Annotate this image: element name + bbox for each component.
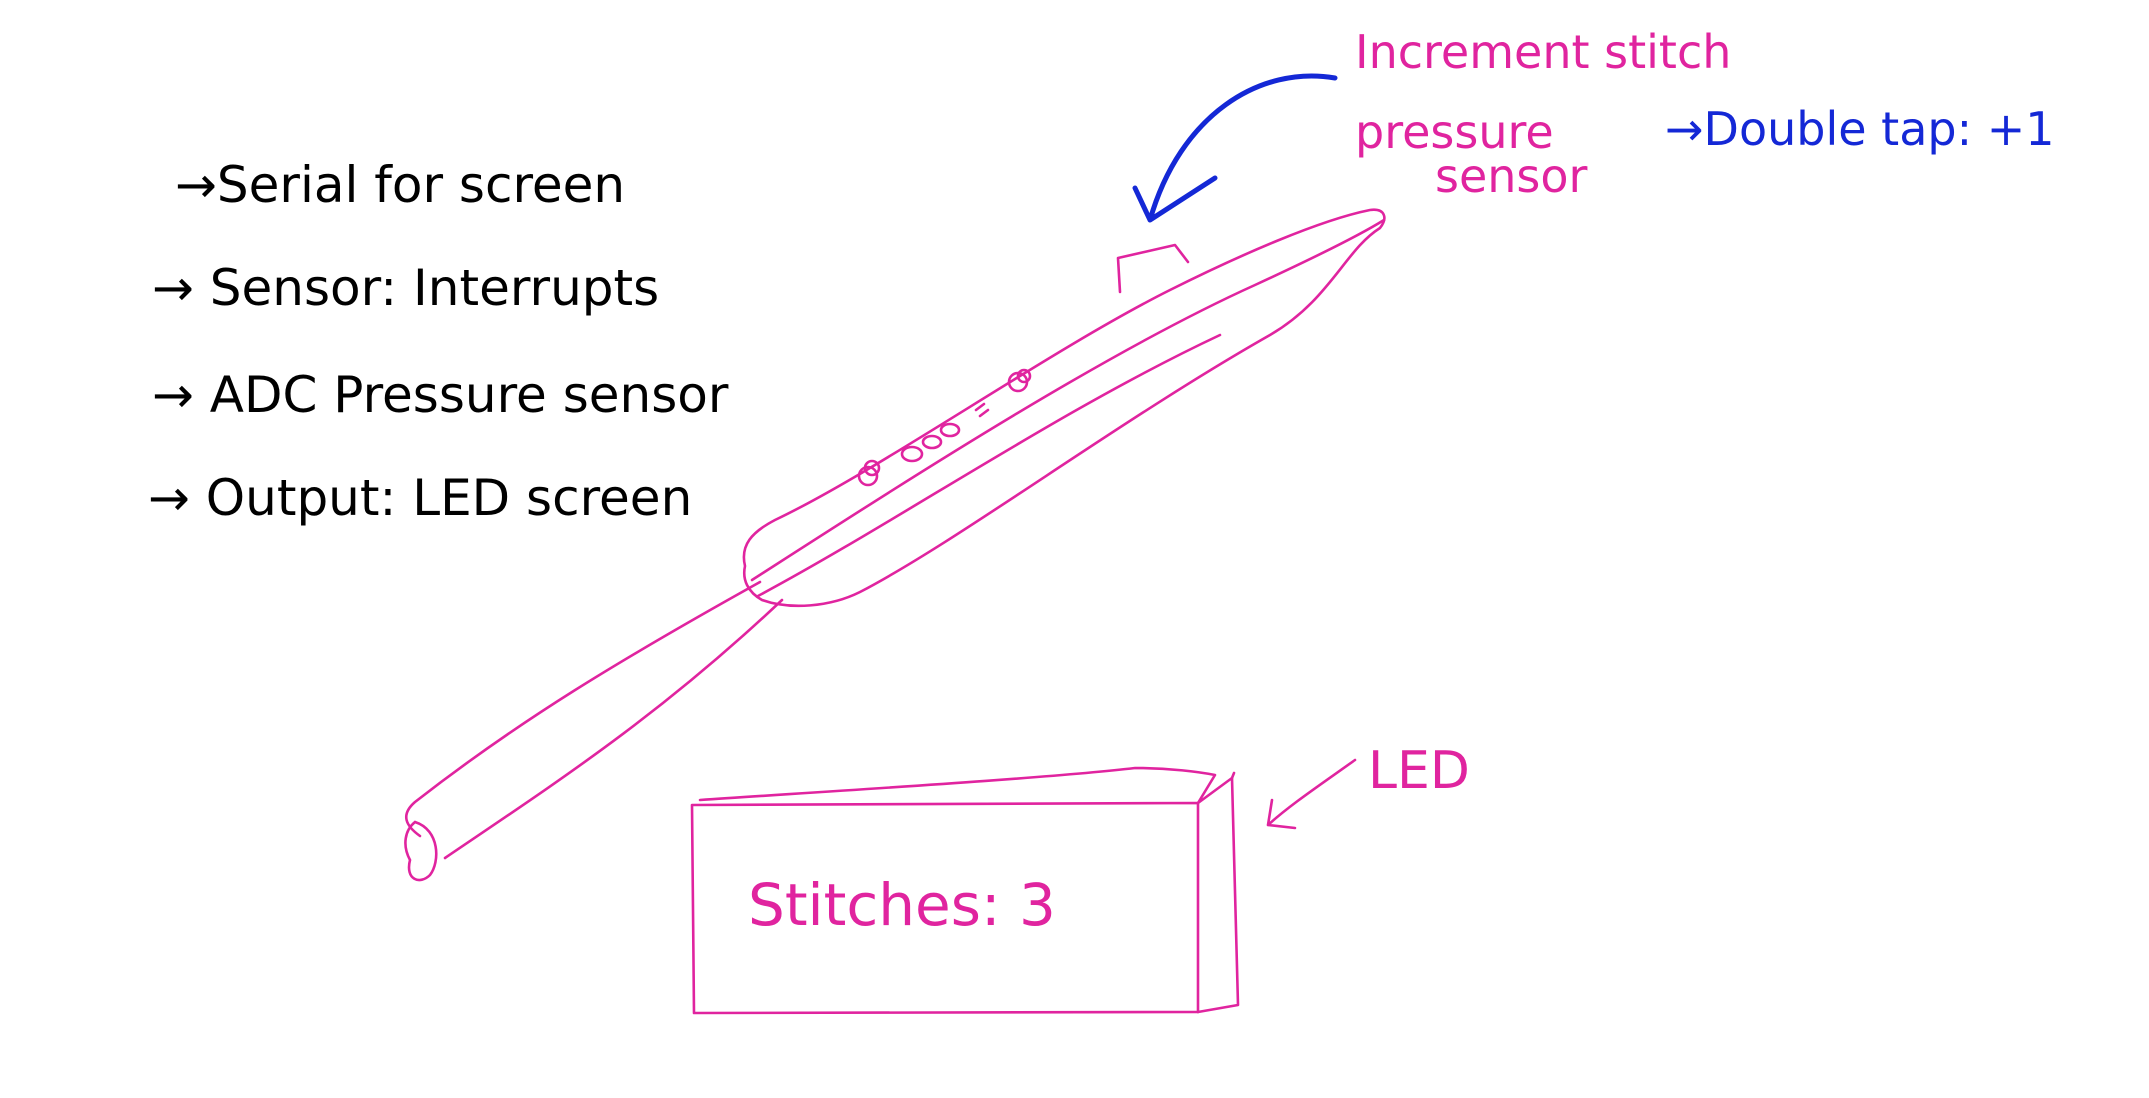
led-box-top: [698, 766, 1217, 805]
glyph-c: [900, 445, 924, 463]
glyph-a: [857, 465, 879, 487]
pressure-sensor-bump: [1116, 243, 1190, 294]
led-screen-drawing: Stitches: 3: [690, 766, 1240, 1015]
note-serial-for-screen: →Serial for screen: [175, 156, 625, 214]
led-box-side: [1196, 776, 1240, 1014]
hook-shaft: [404, 580, 784, 882]
hook-handle-ridge-lower: [756, 333, 1222, 598]
label-sensor: sensor: [1435, 149, 1588, 203]
label-increment-stitch: Increment stitch: [1355, 25, 1731, 79]
screen-stitch-count: Stitches: 3: [748, 871, 1056, 939]
sensor-label: Increment stitch pressure sensor: [1355, 25, 1731, 203]
sensor-pointer-arrow: [1132, 73, 1338, 223]
glyph-b: [863, 459, 881, 477]
notes-list: →Serial for screen → Sensor: Interrupts …: [148, 156, 729, 527]
label-led: LED: [1368, 741, 1470, 801]
glyph-h: [1016, 368, 1032, 384]
note-output-led-screen: → Output: LED screen: [148, 469, 692, 527]
led-box-edge: [1230, 771, 1236, 780]
led-label: LED: [1266, 741, 1470, 830]
hook-handle-body: [742, 208, 1386, 608]
label-double-tap: →Double tap: +1: [1665, 102, 2055, 156]
note-sensor-interrupts: → Sensor: Interrupts: [152, 259, 659, 317]
crochet-hook-drawing: [404, 208, 1386, 882]
glyph-f: [974, 402, 990, 418]
note-adc-pressure-sensor: → ADC Pressure sensor: [152, 366, 729, 424]
glyph-e: [939, 422, 961, 438]
label-pressure: pressure: [1355, 105, 1554, 159]
hook-handle-ridge: [750, 218, 1386, 582]
led-pointer-arrow: [1266, 758, 1357, 830]
glyph-d: [921, 434, 943, 450]
handle-glyphs: [857, 368, 1032, 487]
